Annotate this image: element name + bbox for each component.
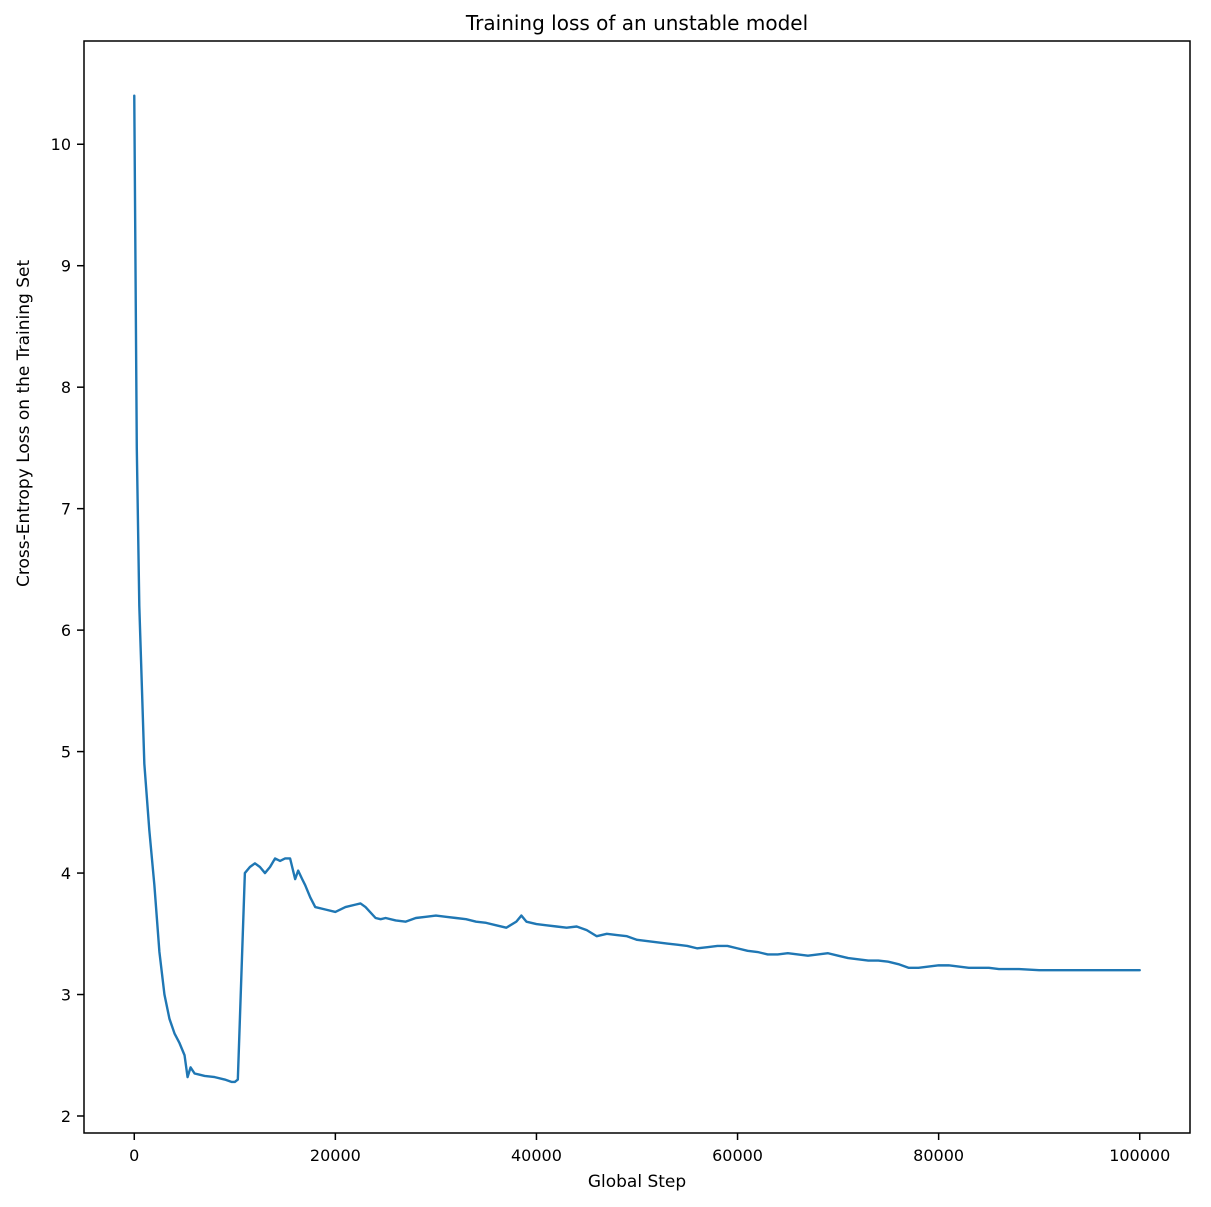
chart-title: Training loss of an unstable model (465, 11, 809, 35)
x-tick-label: 80000 (913, 1146, 964, 1165)
loss-line (133, 94, 1141, 1084)
y-tick-label: 3 (61, 986, 71, 1005)
y-tick-label: 7 (61, 500, 71, 519)
y-tick-label: 5 (61, 743, 71, 762)
y-tick-label: 10 (51, 135, 71, 154)
x-tick-label: 60000 (712, 1146, 763, 1165)
y-tick-label: 8 (61, 378, 71, 397)
x-tick-label: 20000 (310, 1146, 361, 1165)
y-tick-label: 9 (61, 257, 71, 276)
y-tick-label: 4 (61, 864, 71, 883)
x-tick-label: 0 (129, 1146, 139, 1165)
y-tick-label: 6 (61, 621, 71, 640)
x-tick-label: 40000 (511, 1146, 562, 1165)
x-tick-label: 100000 (1109, 1146, 1170, 1165)
plot-frame (83, 40, 1191, 1134)
y-tick-label: 2 (61, 1107, 71, 1126)
x-axis-label: Global Step (587, 1172, 687, 1192)
